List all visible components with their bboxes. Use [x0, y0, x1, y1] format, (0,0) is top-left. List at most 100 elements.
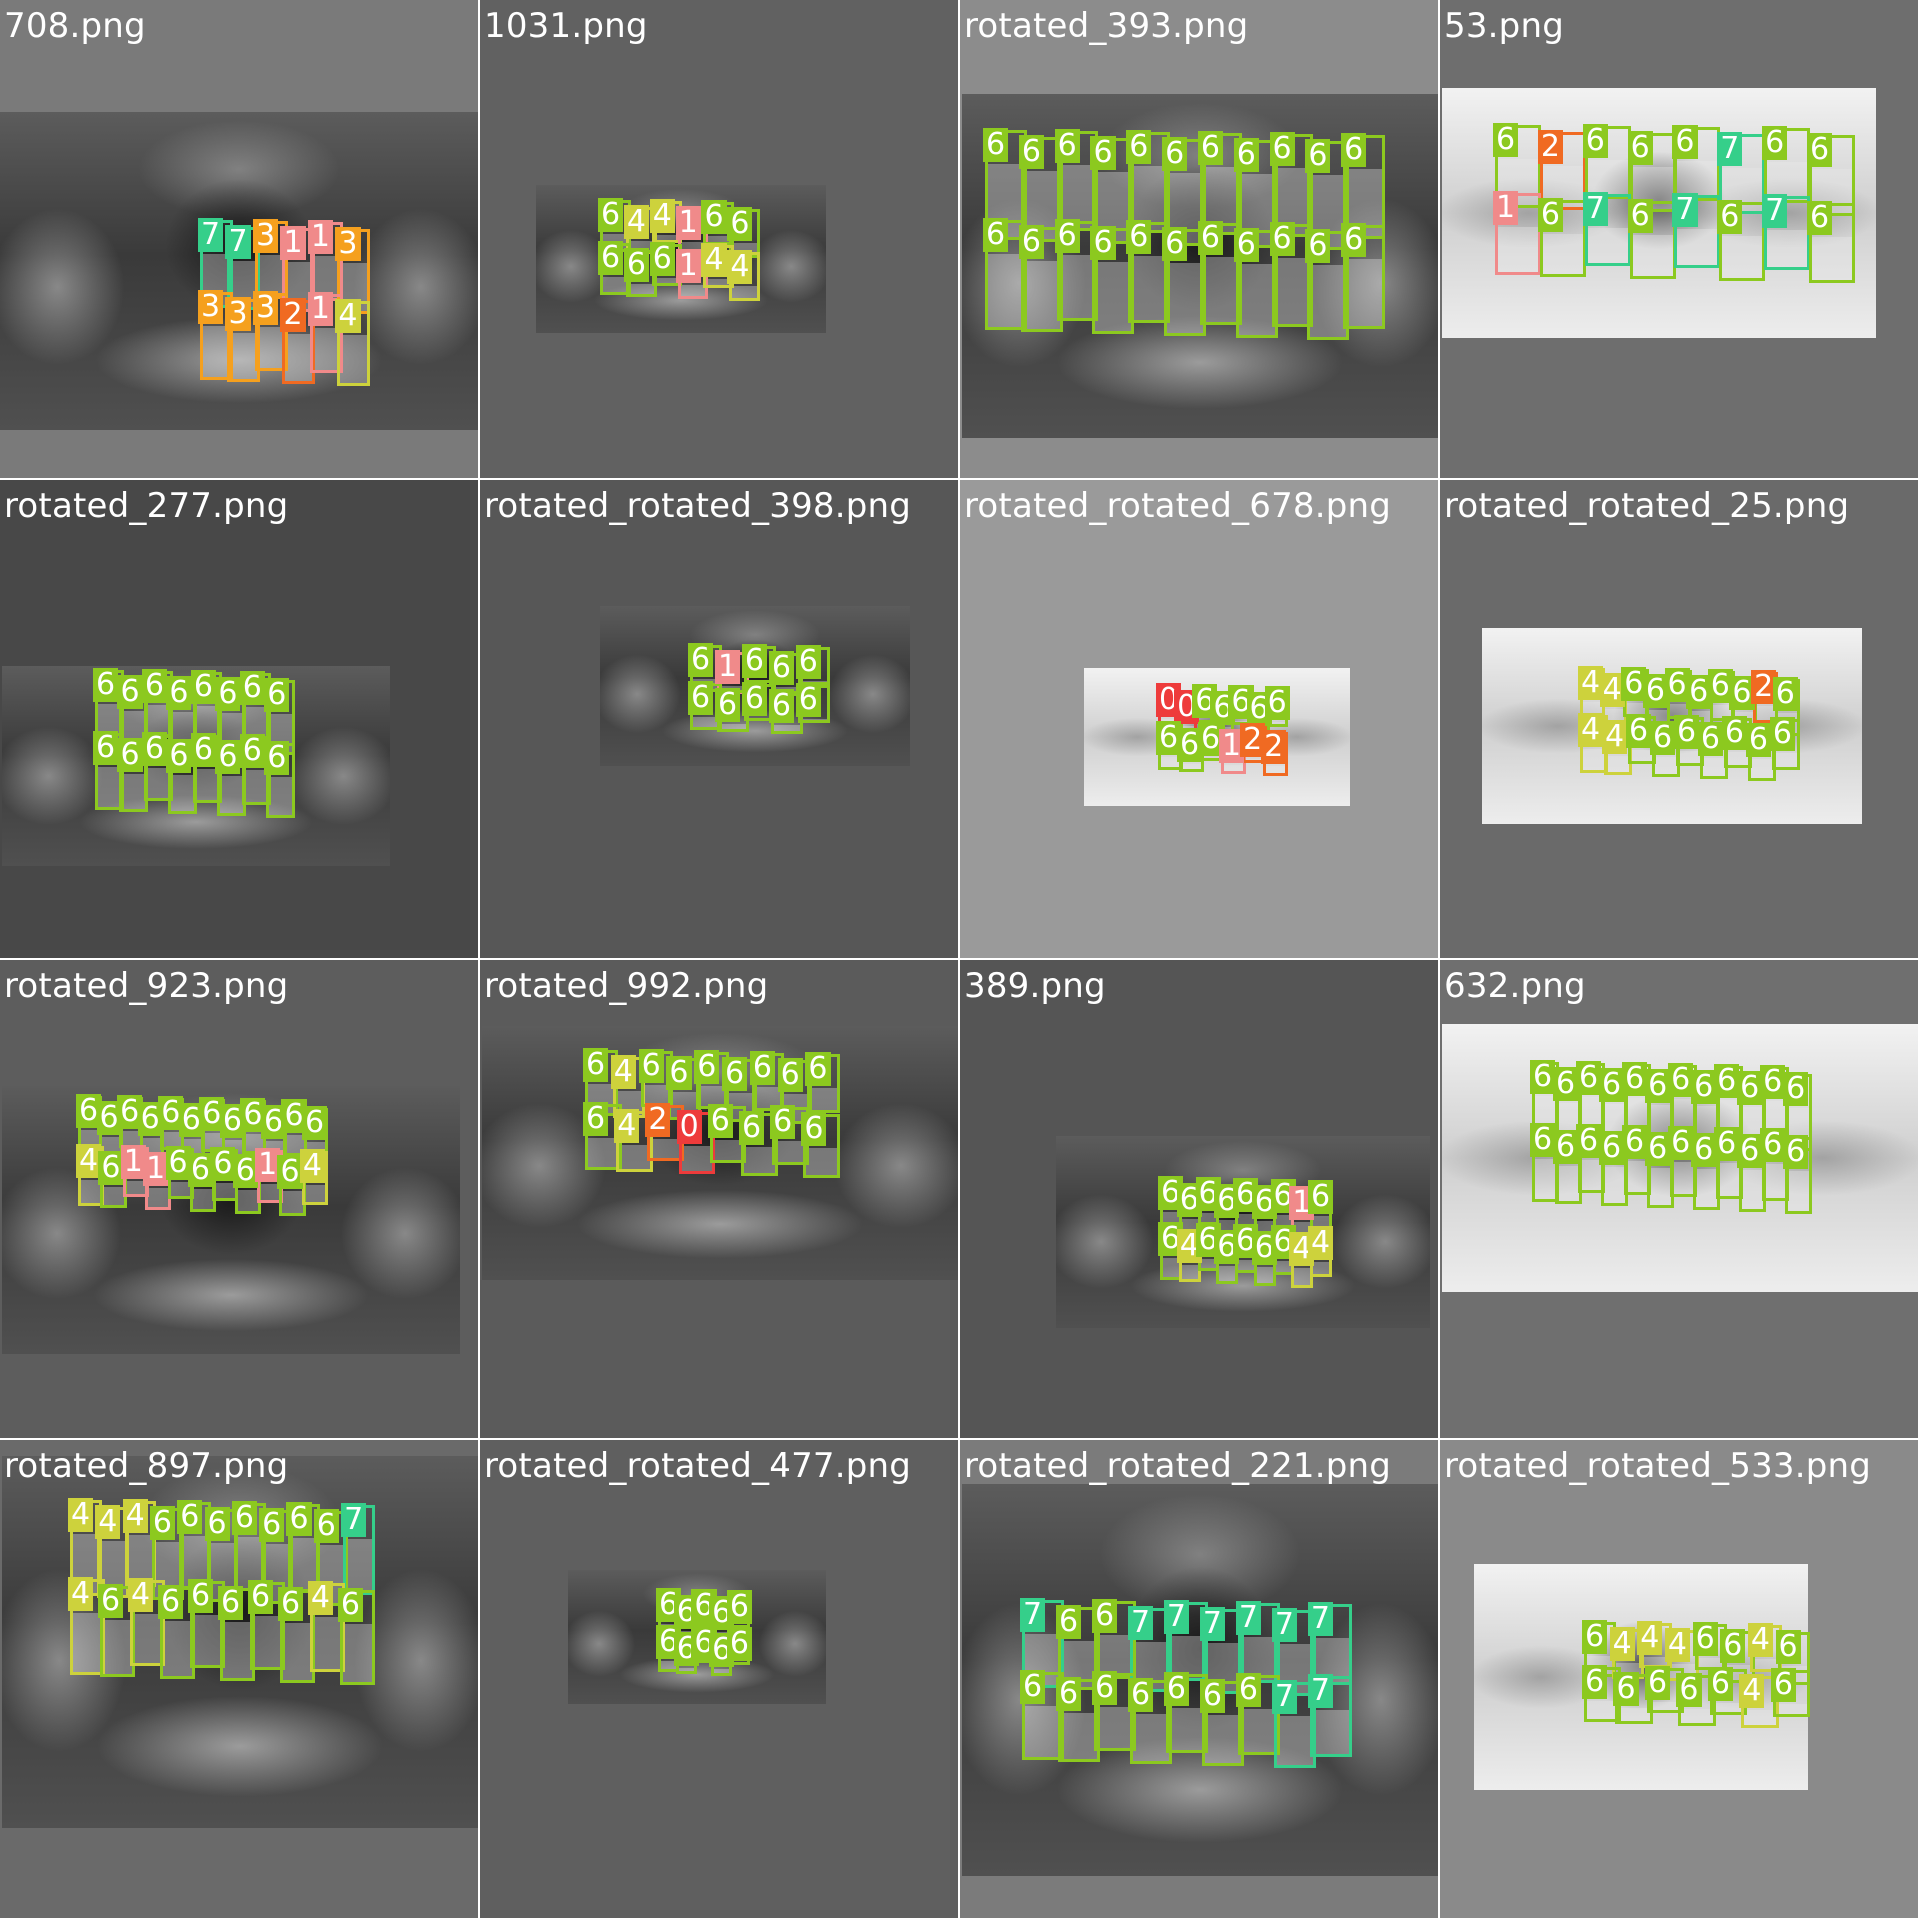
- tooth-shadow: [1240, 1709, 1278, 1755]
- tooth-shadow: [203, 326, 230, 380]
- detection-label: 6: [157, 1584, 184, 1619]
- detection-label: 6: [1676, 1673, 1702, 1707]
- detection-label: 6: [264, 741, 290, 775]
- detection-label: 6: [688, 681, 714, 716]
- tooth-shadow: [125, 1180, 146, 1197]
- tile-title: rotated_rotated_221.png: [964, 1446, 1392, 1486]
- tooth-shadow: [1498, 226, 1538, 275]
- tooth-shadow: [1202, 257, 1239, 325]
- detection-label: 6: [1163, 1672, 1189, 1706]
- detection-label: 6: [1582, 124, 1608, 158]
- detection-label: 6: [1197, 221, 1223, 255]
- grid-divider: [0, 1438, 1920, 1440]
- tile-title: rotated_rotated_533.png: [1444, 1446, 1872, 1486]
- detection-label: 6: [1686, 675, 1712, 709]
- detection-label: 6: [1055, 1605, 1082, 1639]
- detection-label: 7: [1127, 1606, 1154, 1640]
- tooth-shadow: [132, 1613, 163, 1666]
- detection-label: 6: [1162, 227, 1188, 261]
- tooth-shadow: [680, 284, 706, 299]
- tooth-shadow: [1587, 1701, 1619, 1722]
- detection-label: 4: [1747, 1623, 1773, 1657]
- detection-label: 4: [68, 1576, 94, 1611]
- detection-label: 6: [983, 128, 1009, 162]
- detection-label: 6: [1664, 668, 1690, 702]
- tooth-shadow: [1681, 1709, 1713, 1726]
- detection-label: 3: [252, 219, 279, 253]
- detection-label: 6: [1090, 136, 1116, 170]
- detection-label: 4: [1739, 1674, 1765, 1708]
- tooth-shadow: [650, 1139, 682, 1161]
- detection-label: 6: [1530, 1060, 1556, 1094]
- tooth-shadow: [1627, 1161, 1648, 1195]
- tooth-shadow: [1238, 1214, 1254, 1228]
- detection-label: 4: [649, 199, 675, 233]
- detection-label: 6: [1737, 1134, 1763, 1168]
- tooth-shadow: [1642, 1657, 1669, 1668]
- detection-label: 6: [768, 651, 794, 685]
- tooth-shadow: [102, 1619, 133, 1677]
- detection-label: 2: [1537, 130, 1563, 164]
- tooth-shadow: [260, 1183, 281, 1203]
- tile-title: 53.png: [1444, 6, 1564, 46]
- detection-label: 6: [583, 1048, 609, 1082]
- detection-label: 6: [795, 683, 821, 718]
- detection-label: 7: [1672, 192, 1698, 227]
- tile-title: 708.png: [4, 6, 146, 46]
- tooth-shadow: [1266, 766, 1285, 776]
- detection-label: 6: [231, 1501, 257, 1535]
- detection-label: 6: [1691, 1070, 1717, 1104]
- tooth-shadow: [312, 1616, 342, 1672]
- tooth-shadow: [661, 1660, 677, 1672]
- detection-label: 6: [93, 668, 119, 702]
- tooth-shadow: [806, 1148, 837, 1178]
- detection-label: 6: [1714, 1064, 1740, 1098]
- tooth-shadow: [1310, 265, 1347, 340]
- detection-label: 4: [1601, 720, 1628, 755]
- detection-label: 4: [610, 1055, 636, 1089]
- detection-label: 3: [198, 290, 224, 324]
- tooth-shadow: [1168, 1708, 1206, 1753]
- detection-label: 4: [1599, 673, 1625, 707]
- detection-label: 6: [738, 1111, 765, 1145]
- detection-label: 0: [676, 1110, 702, 1144]
- tooth-shadow: [706, 236, 732, 246]
- tile-title: rotated_923.png: [4, 966, 289, 1006]
- tooth-shadow: [163, 1132, 182, 1150]
- detection-label: 6: [166, 739, 192, 773]
- tooth-shadow: [743, 1147, 775, 1176]
- detection-label: 4: [1308, 1225, 1334, 1260]
- detection-label: 6: [1807, 133, 1833, 167]
- tooth-shadow: [1581, 1160, 1602, 1193]
- detection-label: 6: [691, 1589, 717, 1623]
- tooth-shadow: [1161, 757, 1180, 770]
- tooth-shadow: [1276, 1716, 1313, 1768]
- tooth-shadow: [1604, 1167, 1625, 1206]
- tooth-shadow: [192, 1188, 214, 1212]
- detection-label: 6: [1018, 225, 1044, 259]
- detection-label: 3: [225, 297, 251, 331]
- detection-label: 6: [749, 1051, 775, 1085]
- detection-label: 6: [264, 678, 290, 712]
- tooth-shadow: [1765, 1164, 1786, 1201]
- detection-label: 6: [1622, 1062, 1648, 1096]
- detection-label: 6: [1599, 1068, 1625, 1102]
- tooth-shadow: [1096, 1707, 1134, 1751]
- detection-label: 6: [1582, 1665, 1608, 1699]
- detection-label: 1: [675, 248, 701, 283]
- detection-label: 6: [1737, 1071, 1763, 1105]
- tooth-shadow: [1274, 258, 1311, 327]
- detection-label: 6: [1553, 1067, 1579, 1101]
- detection-label: 1: [280, 226, 306, 260]
- tooth-shadow: [1294, 1267, 1311, 1288]
- tooth-shadow: [146, 768, 170, 801]
- detection-label: 6: [1576, 1124, 1602, 1158]
- tooth-shadow: [171, 775, 195, 814]
- detection-label: 6: [1197, 131, 1223, 165]
- detection-label: 7: [225, 225, 251, 259]
- tooth-shadow: [103, 1186, 124, 1208]
- tooth-shadow: [1535, 1159, 1556, 1202]
